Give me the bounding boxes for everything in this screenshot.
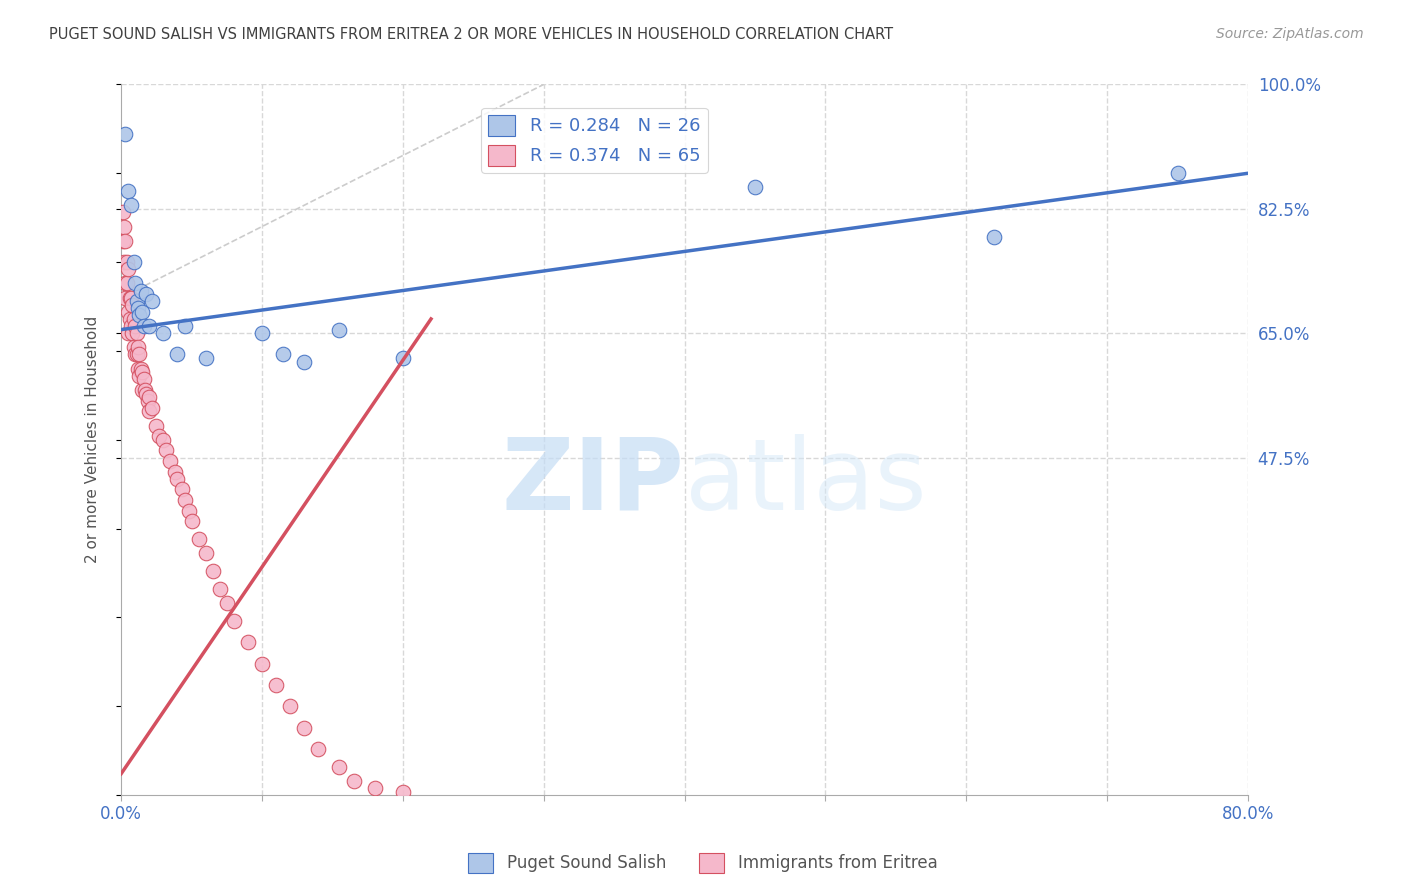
Text: PUGET SOUND SALISH VS IMMIGRANTS FROM ERITREA 2 OR MORE VEHICLES IN HOUSEHOLD CO: PUGET SOUND SALISH VS IMMIGRANTS FROM ER… [49, 27, 893, 42]
Point [215, 596, 238, 610]
Point [983, 230, 1005, 244]
Point [111, 234, 134, 248]
Point [194, 351, 217, 365]
Point [208, 582, 231, 596]
Point [342, 773, 364, 788]
Point [129, 361, 152, 376]
Point [128, 347, 150, 361]
Point [152, 433, 174, 447]
Point [328, 323, 350, 337]
Point [117, 326, 139, 340]
Y-axis label: 2 or more Vehicles in Household: 2 or more Vehicles in Household [86, 316, 100, 564]
Point [173, 493, 195, 508]
Point [125, 294, 148, 309]
Point [121, 298, 143, 312]
Point [127, 301, 149, 316]
Point [122, 312, 145, 326]
Point [328, 759, 350, 773]
Text: ZIP: ZIP [502, 434, 685, 531]
Point [120, 319, 142, 334]
Point [163, 465, 186, 479]
Point [127, 361, 149, 376]
Point [148, 429, 170, 443]
Point [392, 351, 415, 365]
Point [127, 340, 149, 354]
Point [124, 277, 146, 291]
Point [117, 305, 139, 319]
Point [131, 305, 153, 319]
Point [114, 127, 136, 141]
Point [112, 255, 135, 269]
Legend: Puget Sound Salish, Immigrants from Eritrea: Puget Sound Salish, Immigrants from Erit… [461, 847, 945, 880]
Point [131, 365, 153, 379]
Point [271, 347, 294, 361]
Point [187, 533, 209, 547]
Point [124, 347, 146, 361]
Point [112, 219, 135, 234]
Point [201, 564, 224, 578]
Point [155, 443, 177, 458]
Point [122, 255, 145, 269]
Point [236, 635, 259, 649]
Point [138, 390, 160, 404]
Point [278, 699, 301, 714]
Point [128, 309, 150, 323]
Point [292, 354, 315, 368]
Point [222, 614, 245, 628]
Point [1167, 166, 1189, 180]
Point [363, 780, 385, 795]
Point [194, 546, 217, 560]
Point [292, 721, 315, 735]
Point [125, 347, 148, 361]
Point [132, 319, 155, 334]
Point [136, 393, 159, 408]
Point [250, 326, 273, 340]
Point [120, 198, 142, 212]
Point [118, 291, 141, 305]
Point [132, 372, 155, 386]
Point [264, 678, 287, 692]
Point [128, 368, 150, 383]
Point [177, 504, 200, 518]
Point [145, 418, 167, 433]
Point [180, 515, 202, 529]
Point [122, 340, 145, 354]
Point [138, 404, 160, 418]
Point [114, 234, 136, 248]
Point [159, 454, 181, 468]
Text: atlas: atlas [685, 434, 927, 531]
Point [166, 347, 188, 361]
Point [124, 319, 146, 334]
Point [141, 294, 163, 309]
Point [115, 277, 138, 291]
Point [115, 255, 138, 269]
Legend: R = 0.284   N = 26, R = 0.374   N = 65: R = 0.284 N = 26, R = 0.374 N = 65 [481, 108, 707, 173]
Point [307, 742, 329, 756]
Point [114, 277, 136, 291]
Point [141, 401, 163, 415]
Point [131, 383, 153, 397]
Point [114, 291, 136, 305]
Point [173, 319, 195, 334]
Point [392, 784, 415, 798]
Point [118, 312, 141, 326]
Point [135, 386, 157, 401]
Point [250, 657, 273, 671]
Point [117, 184, 139, 198]
Point [138, 319, 160, 334]
Point [170, 483, 193, 497]
Point [121, 326, 143, 340]
Point [134, 383, 156, 397]
Point [744, 180, 766, 194]
Point [117, 262, 139, 277]
Point [152, 326, 174, 340]
Point [120, 291, 142, 305]
Point [129, 284, 152, 298]
Text: Source: ZipAtlas.com: Source: ZipAtlas.com [1216, 27, 1364, 41]
Point [111, 205, 134, 219]
Point [166, 472, 188, 486]
Point [135, 287, 157, 301]
Point [125, 326, 148, 340]
